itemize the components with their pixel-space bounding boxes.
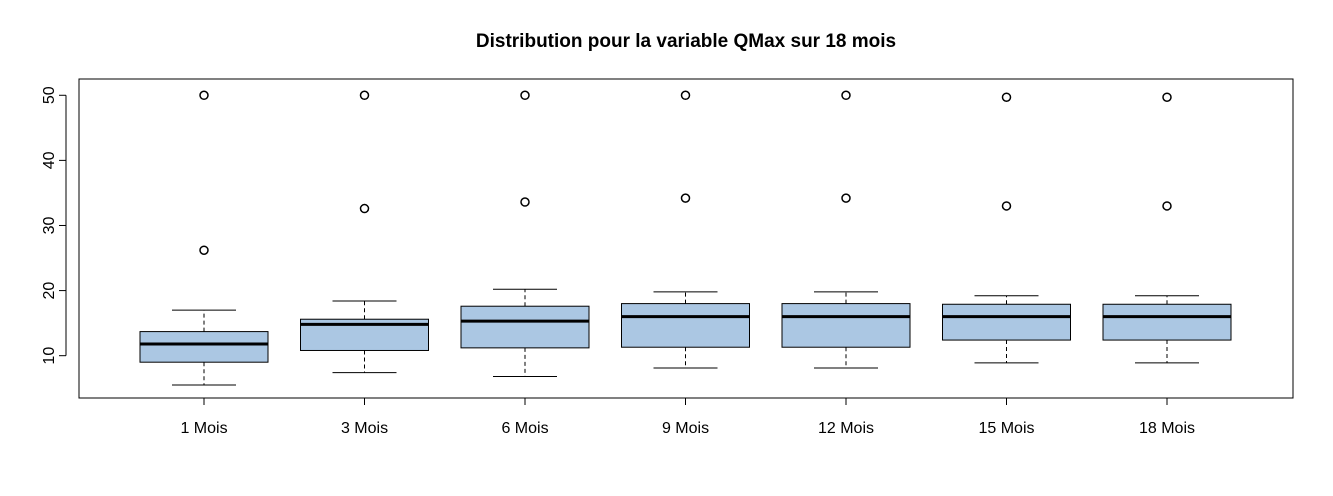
- x-tick-label: 18 Mois: [1139, 420, 1195, 437]
- box-iqr: [781, 303, 911, 348]
- x-tick-label: 3 Mois: [341, 420, 388, 437]
- x-tick-label: 12 Mois: [818, 420, 874, 437]
- y-tick-label: 50: [41, 86, 58, 104]
- outlier-point: [199, 245, 209, 255]
- y-tick-label: 10: [41, 347, 58, 365]
- outlier-point: [1162, 92, 1172, 102]
- outlier-point: [1001, 201, 1012, 211]
- x-tick-label: 6 Mois: [501, 420, 548, 437]
- y-tick-label: 40: [41, 151, 58, 169]
- y-tick-label: 20: [41, 282, 58, 300]
- outlier-point: [680, 90, 691, 101]
- outlier-point: [841, 193, 851, 203]
- outlier-point: [1001, 92, 1012, 102]
- outlier-point: [359, 203, 370, 214]
- box-iqr: [1102, 303, 1232, 341]
- y-tick-label: 30: [41, 216, 58, 234]
- outlier-point: [520, 90, 530, 101]
- box-iqr: [460, 305, 590, 349]
- chart-marks: 10 20 30 40 50 1 Mois 3 Mois 6 Mois 9 Mois 12 Moi…: [41, 86, 1232, 437]
- outlier-point: [359, 90, 370, 101]
- outlier-point: [1162, 201, 1172, 211]
- box-iqr: [139, 331, 269, 363]
- outlier-point: [520, 197, 530, 207]
- outlier-point: [841, 90, 851, 101]
- x-tick-label: 9 Mois: [662, 420, 709, 437]
- box-iqr: [621, 303, 750, 348]
- box-iqr: [942, 303, 1071, 341]
- chart-title: Distribution pour la variable QMax sur 1…: [476, 31, 896, 52]
- x-tick-label: 1 Mois: [180, 420, 227, 437]
- outlier-point: [199, 90, 209, 101]
- x-tick-label: 15 Mois: [978, 420, 1034, 437]
- outlier-point: [680, 193, 691, 203]
